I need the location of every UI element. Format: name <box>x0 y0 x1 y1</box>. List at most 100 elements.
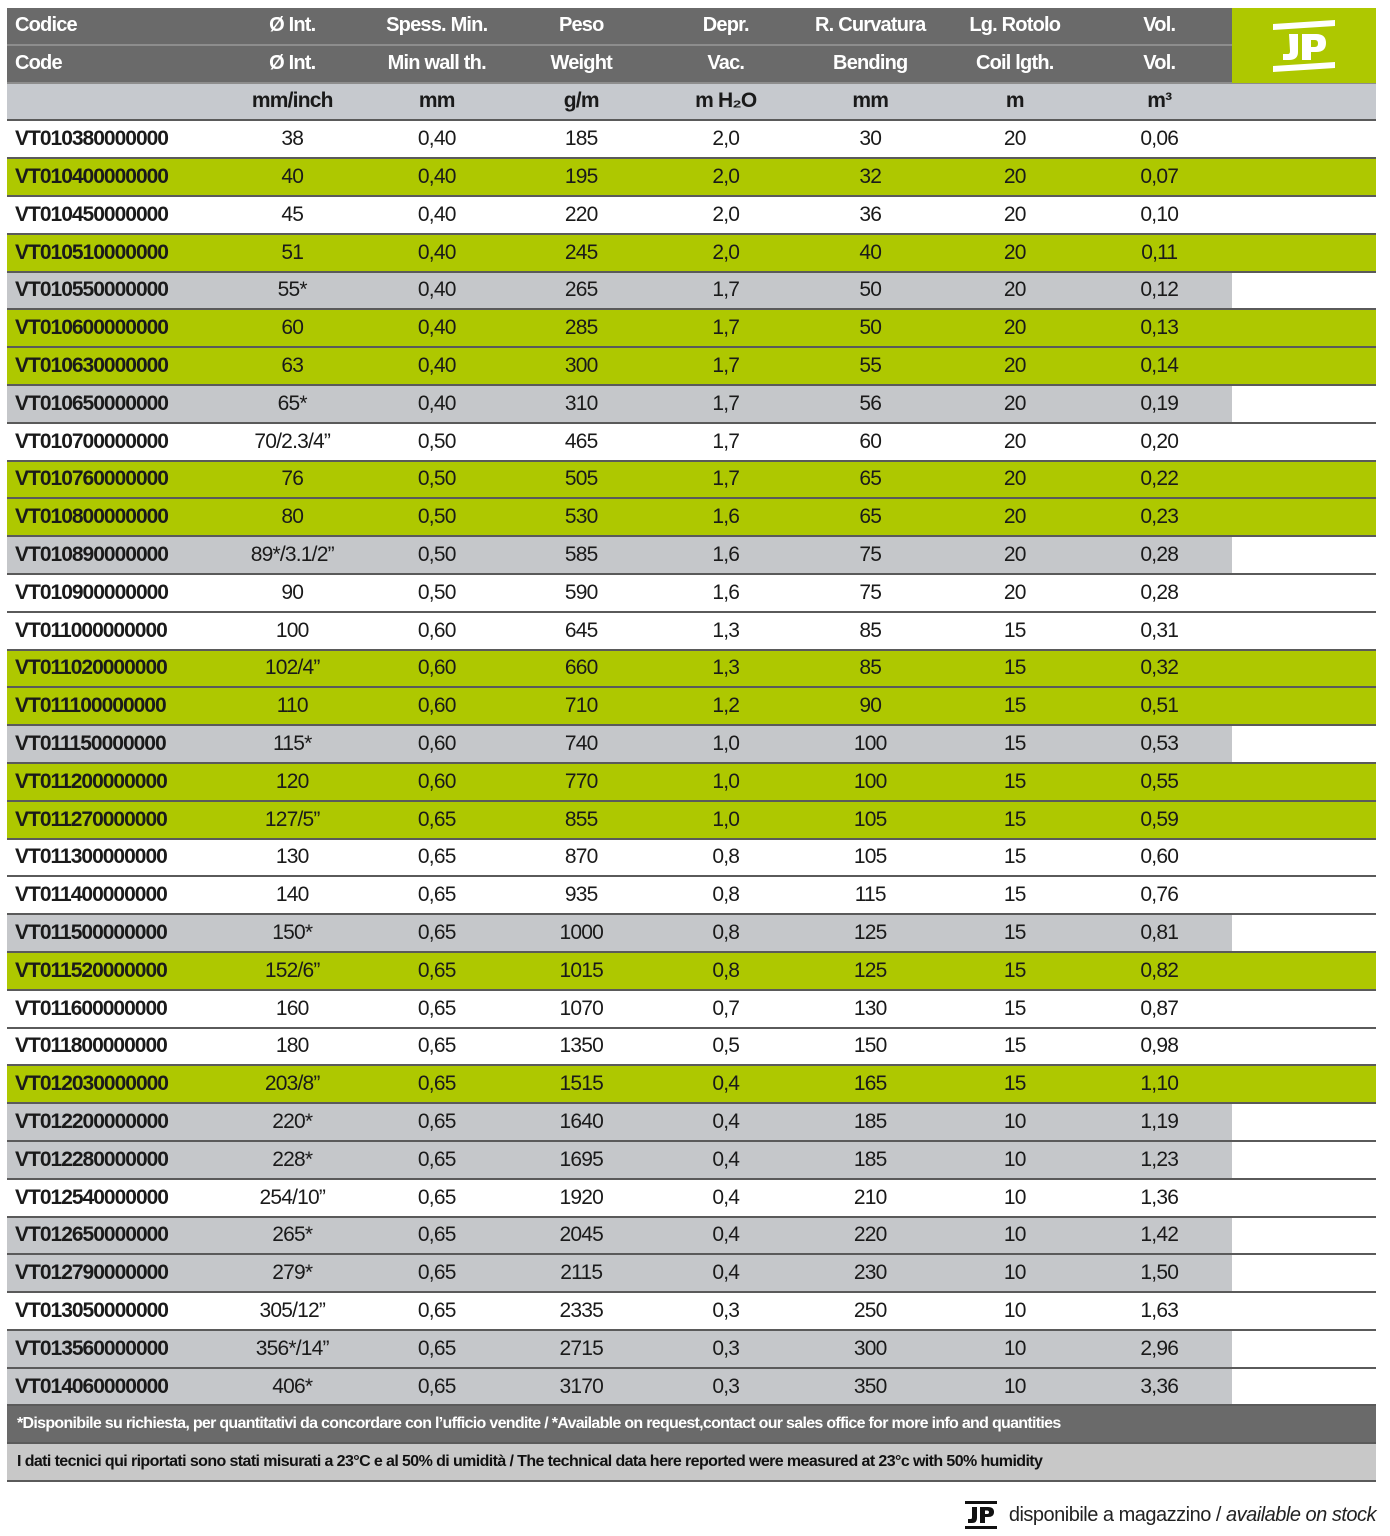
cell-volume: 1,19 <box>1140 1110 1179 1133</box>
cell-wall-thickness: 0,65 <box>417 1223 456 1247</box>
cell-wall-thickness: 0,40 <box>417 316 456 340</box>
cell-int-diameter: 203/8” <box>264 1072 321 1096</box>
cell-coil-length: 15 <box>1003 958 1027 982</box>
cell-volume: 2,96 <box>1140 1336 1179 1360</box>
cell-weight: 300 <box>564 354 598 378</box>
cell-code: VT012030000000 <box>15 1072 169 1096</box>
cell-weight: 660 <box>564 656 598 680</box>
cell-code: VT011200000000 <box>15 769 168 793</box>
cell-int-diameter: 120 <box>275 769 309 793</box>
table-row: VT011800000000 180 0,65 1350 0,5 150 15 0,98 <box>7 1028 1376 1067</box>
cell-vacuum: 1,0 <box>712 769 740 793</box>
cell-code: VT010630000000 <box>15 354 169 378</box>
cell-int-diameter: 60 <box>281 316 304 340</box>
cell-code: VT011800000000 <box>15 1034 168 1058</box>
table-row: VT010400000000 40 0,40 195 2,0 32 20 0,07 <box>7 159 1376 197</box>
cell-weight: 505 <box>564 467 598 491</box>
cell-weight: g/m <box>563 89 600 113</box>
cell-volume: 0,19 <box>1140 391 1179 415</box>
cell-int-diameter: 40 <box>281 165 304 189</box>
table-row: VT010650000000 65* 0,40 310 1,7 56 20 0,19 <box>7 385 1376 424</box>
cell-wall-thickness: 0,60 <box>417 732 456 756</box>
cell-volume: 0,13 <box>1140 316 1179 340</box>
table-row: VT011500000000 150* 0,65 1000 0,8 125 15 0,81 <box>7 915 1376 953</box>
cell-code: VT013560000000 <box>15 1336 169 1360</box>
table-row: VT010900000000 90 0,50 590 1,6 75 20 0,28 <box>7 574 1376 613</box>
cell-weight: 310 <box>564 391 598 415</box>
cell-coil-length: 15 <box>1003 694 1027 718</box>
cell-vacuum: 2,0 <box>712 240 740 264</box>
cell-vacuum: 1,6 <box>712 580 740 604</box>
cell-coil-length: 15 <box>1003 1034 1027 1058</box>
cell-wall-thickness: 0,40 <box>417 278 456 302</box>
cell-volume: 0,81 <box>1140 921 1179 945</box>
table-row: VT012200000000 220* 0,65 1640 0,4 185 10 1,19 <box>7 1104 1376 1142</box>
cell-bending-radius: 75 <box>859 580 882 604</box>
cell-volume: 0,32 <box>1140 656 1179 680</box>
cell-volume: 0,98 <box>1140 1034 1179 1058</box>
cell-volume: 0,06 <box>1140 127 1179 151</box>
table-row: VT011020000000 102/4” 0,60 660 1,3 85 15 0,32 <box>7 650 1376 689</box>
cell-coil-length: 20 <box>1003 165 1027 189</box>
cell-vacuum: 0,3 <box>712 1298 740 1322</box>
table-row: VT010700000000 70/2.3/4” 0,50 465 1,7 60 20 0,2… <box>7 423 1376 462</box>
footnote-availability: *Disponibile su richiesta, per quantitat… <box>7 1406 1376 1445</box>
cell-volume: 0,20 <box>1140 429 1179 453</box>
table-row: VT010760000000 76 0,50 505 1,7 65 20 0,22 <box>7 461 1376 500</box>
cell-wall-thickness: 0,40 <box>417 127 456 151</box>
cell-wall-thickness: 0,65 <box>417 1147 456 1171</box>
table-row: VT012650000000 265* 0,65 2045 0,4 220 10 1,42 <box>7 1217 1376 1256</box>
header-row-english: Code Ø Int. Min wall th. Weight Vac. Bending C… <box>7 45 1376 84</box>
cell-volume: 1,23 <box>1140 1147 1179 1171</box>
jp-stock-icon <box>964 1501 997 1529</box>
table-body: VT010380000000 38 0,40 185 2,0 30 20 0,06 VT0104… <box>7 121 1376 1407</box>
table-row: VT010630000000 63 0,40 300 1,7 55 20 0,14 <box>7 348 1376 386</box>
cell-weight: 585 <box>564 543 598 567</box>
cell-wall-thickness: 0,50 <box>417 429 456 453</box>
units-row: mm/inch mm g/m m H₂O mm m m³ <box>7 83 1376 122</box>
cell-bending-radius: 100 <box>853 732 887 756</box>
cell-wall-thickness: 0,50 <box>417 543 456 567</box>
cell-coil-length: 20 <box>1003 240 1027 264</box>
cell-volume: Vol. <box>1143 14 1176 37</box>
cell-code: VT010400000000 <box>15 165 169 189</box>
cell-coil-length: 20 <box>1003 202 1027 226</box>
cell-wall-thickness: 0,65 <box>417 1072 456 1096</box>
cell-weight: Weight <box>550 52 613 75</box>
cell-coil-length: 20 <box>1003 391 1027 415</box>
table-row: VT010550000000 55* 0,40 265 1,7 50 20 0,12 <box>7 272 1376 311</box>
cell-code: VT010600000000 <box>15 316 169 340</box>
jp-logo <box>1232 8 1376 83</box>
cell-code: VT013050000000 <box>15 1298 169 1322</box>
cell-bending-radius: 36 <box>859 202 882 226</box>
cell-code: VT012280000000 <box>15 1147 169 1171</box>
cell-int-diameter: 160 <box>275 996 309 1020</box>
cell-volume: 0,82 <box>1140 958 1179 982</box>
cell-volume: 0,07 <box>1140 165 1179 189</box>
cell-wall-thickness: 0,40 <box>417 165 456 189</box>
jp-logo-icon <box>1273 19 1335 72</box>
cell-int-diameter: 150* <box>272 921 313 945</box>
cell-coil-length: 20 <box>1003 127 1027 151</box>
cell-int-diameter: 89*/3.1/2” <box>250 543 335 567</box>
cell-weight: 285 <box>564 316 598 340</box>
cell-bending-radius: R. Curvatura <box>815 14 926 37</box>
footnote-measurement: I dati tecnici qui riportati sono stati … <box>7 1444 1376 1483</box>
cell-bending-radius: 125 <box>853 921 887 945</box>
cell-code: VT011500000000 <box>15 921 168 945</box>
cell-weight: 1070 <box>559 996 604 1020</box>
cell-volume: 1,50 <box>1140 1261 1179 1285</box>
cell-weight: 245 <box>564 240 598 264</box>
cell-vacuum: 0,7 <box>712 996 740 1020</box>
cell-bending-radius: 130 <box>853 996 887 1020</box>
cell-volume: 1,36 <box>1140 1185 1179 1209</box>
cell-wall-thickness: 0,50 <box>417 580 456 604</box>
cell-volume: 0,53 <box>1140 732 1179 756</box>
cell-volume: 0,14 <box>1140 354 1179 378</box>
cell-coil-length: m <box>1005 89 1025 113</box>
table-row: VT012790000000 279* 0,65 2115 0,4 230 10 1,50 <box>7 1255 1376 1294</box>
cell-wall-thickness: 0,65 <box>417 1336 456 1360</box>
cell-wall-thickness: 0,65 <box>417 1261 456 1285</box>
cell-code: VT011400000000 <box>15 883 168 907</box>
cell-bending-radius: 60 <box>859 429 882 453</box>
